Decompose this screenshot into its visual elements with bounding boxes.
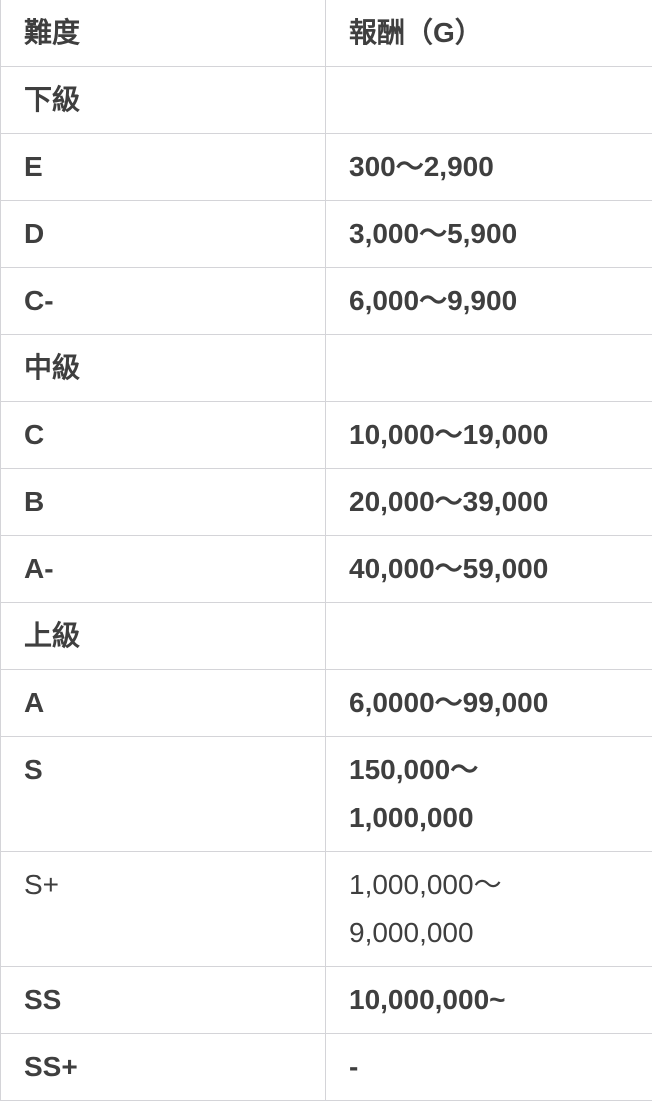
difficulty-cell: D	[1, 201, 326, 268]
reward-cell: 10,000～19,000	[326, 402, 652, 469]
table-row: D 3,000～5,900	[1, 201, 652, 268]
reward-cell	[326, 67, 652, 134]
difficulty-cell: 中級	[1, 335, 326, 402]
reward-cell: 10,000,000~	[326, 967, 652, 1034]
reward-cell: 40,000～59,000	[326, 536, 652, 603]
difficulty-cell: B	[1, 469, 326, 536]
header-row: 難度 報酬（G）	[1, 0, 652, 67]
reward-cell: 6,0000～99,000	[326, 670, 652, 737]
table-row: S+ 1,000,000～ 9,000,000	[1, 852, 652, 967]
difficulty-cell: A-	[1, 536, 326, 603]
difficulty-cell: 下級	[1, 67, 326, 134]
difficulty-cell: 上級	[1, 603, 326, 670]
table-row: 上級	[1, 603, 652, 670]
difficulty-cell: SS+	[1, 1034, 326, 1101]
reward-cell: 3,000～5,900	[326, 201, 652, 268]
table-row: E 300～2,900	[1, 134, 652, 201]
table-row: SS+ -	[1, 1034, 652, 1101]
table-row: C 10,000～19,000	[1, 402, 652, 469]
table-row: 下級	[1, 67, 652, 134]
table-row: A- 40,000～59,000	[1, 536, 652, 603]
reward-cell	[326, 603, 652, 670]
reward-cell: 300～2,900	[326, 134, 652, 201]
difficulty-cell: C	[1, 402, 326, 469]
column-header-reward: 報酬（G）	[326, 0, 652, 67]
reward-cell: -	[326, 1034, 652, 1101]
table-row: 中級	[1, 335, 652, 402]
difficulty-cell: SS	[1, 967, 326, 1034]
difficulty-cell: S	[1, 737, 326, 852]
table-row: C- 6,000～9,900	[1, 268, 652, 335]
column-header-difficulty: 難度	[1, 0, 326, 67]
reward-cell	[326, 335, 652, 402]
table-row: A 6,0000～99,000	[1, 670, 652, 737]
reward-cell: 1,000,000～ 9,000,000	[326, 852, 652, 967]
difficulty-cell: A	[1, 670, 326, 737]
table-row: SS 10,000,000~	[1, 967, 652, 1034]
difficulty-cell: E	[1, 134, 326, 201]
difficulty-cell: C-	[1, 268, 326, 335]
table-row: S 150,000～ 1,000,000	[1, 737, 652, 852]
difficulty-cell: S+	[1, 852, 326, 967]
reward-cell: 6,000～9,900	[326, 268, 652, 335]
reward-cell: 150,000～ 1,000,000	[326, 737, 652, 852]
reward-cell: 20,000～39,000	[326, 469, 652, 536]
table-row: B 20,000～39,000	[1, 469, 652, 536]
